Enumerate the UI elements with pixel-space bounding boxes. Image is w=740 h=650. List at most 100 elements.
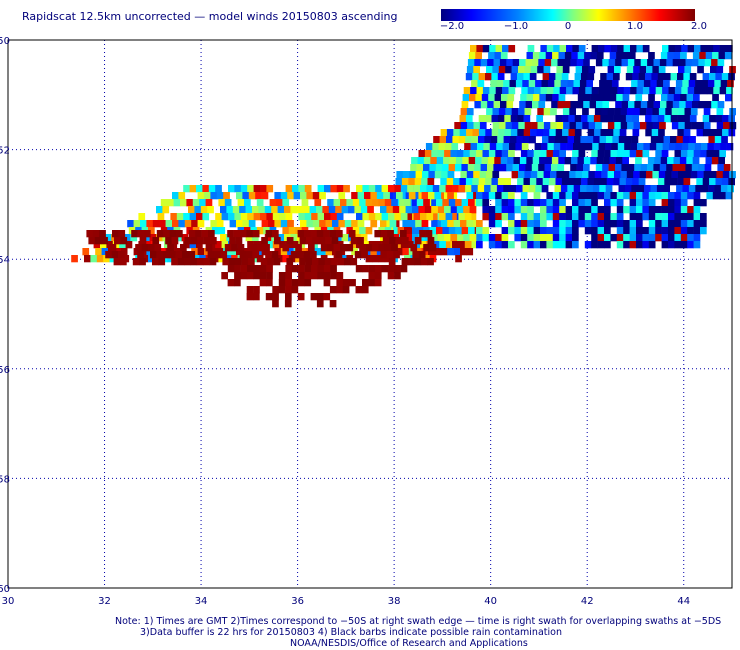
wind-diff-cell — [455, 227, 462, 235]
map-title: Rapidscat 12.5km uncorrected — model win… — [22, 10, 398, 23]
wind-diff-cell — [380, 206, 387, 214]
wind-diff-cell — [311, 265, 318, 273]
wind-diff-cell — [675, 80, 683, 88]
wind-diff-cell — [540, 150, 547, 158]
wind-diff-cell — [482, 213, 490, 221]
wind-diff-cell — [616, 206, 624, 214]
wind-diff-cell — [286, 237, 294, 245]
wind-diff-cell — [111, 251, 119, 259]
wind-diff-cell — [481, 157, 489, 165]
wind-diff-cell — [242, 220, 250, 228]
wind-diff-cell — [648, 206, 656, 214]
wind-diff-cell — [497, 73, 505, 81]
wind-diff-cell — [706, 45, 714, 53]
wind-diff-cell — [287, 192, 294, 200]
wind-diff-cell — [613, 73, 620, 81]
wind-diff-cell — [646, 122, 653, 130]
wind-diff-cell — [609, 157, 617, 165]
wind-diff-cell — [680, 206, 688, 214]
wind-diff-cell — [682, 136, 690, 144]
wind-diff-cell — [148, 227, 155, 235]
wind-diff-cell — [399, 206, 406, 214]
wind-diff-cell — [232, 206, 240, 214]
wind-diff-cell — [252, 251, 260, 259]
wind-diff-cell — [461, 164, 469, 172]
wind-diff-cell — [559, 45, 567, 53]
wind-diff-cell — [465, 136, 472, 144]
wind-diff-cell — [565, 234, 573, 242]
wind-diff-cell — [719, 87, 727, 95]
wind-diff-cell — [400, 230, 407, 238]
wind-diff-cell — [246, 286, 254, 294]
wind-diff-cell — [564, 101, 571, 109]
wind-diff-cell — [160, 199, 168, 207]
wind-difference-cells — [71, 45, 737, 308]
wind-diff-cell — [488, 206, 496, 214]
wind-diff-cell — [269, 199, 277, 207]
wind-diff-cell — [520, 206, 528, 214]
wind-diff-cell — [170, 213, 178, 221]
wind-diff-cell — [521, 143, 529, 151]
wind-diff-cell — [488, 234, 496, 242]
wind-diff-cell — [572, 220, 579, 228]
wind-diff-cell — [453, 248, 461, 256]
wind-diff-cell — [693, 213, 701, 221]
wind-diff-cell — [120, 237, 128, 245]
wind-diff-cell — [460, 108, 468, 116]
wind-diff-cell — [614, 122, 621, 130]
wind-diff-cell — [485, 73, 492, 81]
wind-diff-cell — [554, 136, 562, 144]
wind-diff-cell — [643, 80, 651, 88]
wind-diff-cell — [323, 293, 331, 301]
wind-diff-cell — [464, 185, 472, 193]
wind-diff-cell — [442, 164, 449, 172]
wind-diff-cell — [218, 199, 226, 207]
wind-diff-cell — [418, 251, 426, 259]
wind-diff-cell — [615, 164, 622, 172]
wind-diff-cell — [606, 136, 613, 144]
wind-diff-cell — [446, 129, 454, 137]
wind-diff-cell — [335, 234, 342, 242]
wind-diff-cell — [506, 59, 513, 67]
wind-diff-cell — [615, 59, 622, 67]
wind-diff-cell — [614, 66, 621, 74]
wind-diff-cell — [710, 171, 717, 179]
wind-diff-cell — [156, 206, 163, 214]
wind-diff-cell — [190, 237, 198, 245]
wind-diff-cell — [466, 248, 474, 256]
lon-tick-label: 40 — [484, 596, 497, 607]
wind-diff-cell — [661, 192, 669, 200]
wind-diff-cell — [508, 199, 515, 207]
wind-diff-cell — [285, 213, 293, 221]
wind-diff-cell — [655, 87, 663, 95]
wind-diff-cell — [419, 230, 426, 238]
wind-diff-cell — [511, 171, 519, 179]
wind-diff-cell — [396, 171, 404, 179]
wind-diff-cell — [156, 234, 163, 242]
wind-diff-cell — [674, 220, 682, 228]
wind-diff-cell — [575, 66, 583, 74]
wind-diff-cell — [517, 115, 524, 123]
wind-diff-cell — [725, 192, 733, 200]
wind-diff-cell — [679, 101, 686, 109]
wind-diff-cell — [720, 185, 728, 193]
wind-diff-cell — [674, 234, 682, 242]
wind-diff-cell — [278, 279, 286, 287]
wind-diff-cell — [546, 150, 554, 158]
wind-diff-cell — [616, 192, 624, 200]
wind-diff-cell — [169, 251, 176, 259]
wind-diff-cell — [671, 108, 679, 116]
wind-diff-cell — [423, 199, 430, 207]
wind-diff-cell — [303, 251, 311, 259]
wind-diff-cell — [444, 234, 451, 242]
wind-diff-cell — [475, 94, 483, 102]
wind-diff-cell — [639, 108, 647, 116]
wind-diff-cell — [133, 248, 141, 256]
wind-diff-cell — [440, 248, 448, 256]
wind-diff-cell — [674, 45, 682, 53]
wind-diff-cell — [652, 122, 660, 130]
wind-diff-cell — [306, 220, 314, 228]
wind-diff-cell — [482, 150, 490, 158]
wind-diff-cell — [505, 66, 512, 74]
wind-diff-cell — [619, 115, 627, 123]
